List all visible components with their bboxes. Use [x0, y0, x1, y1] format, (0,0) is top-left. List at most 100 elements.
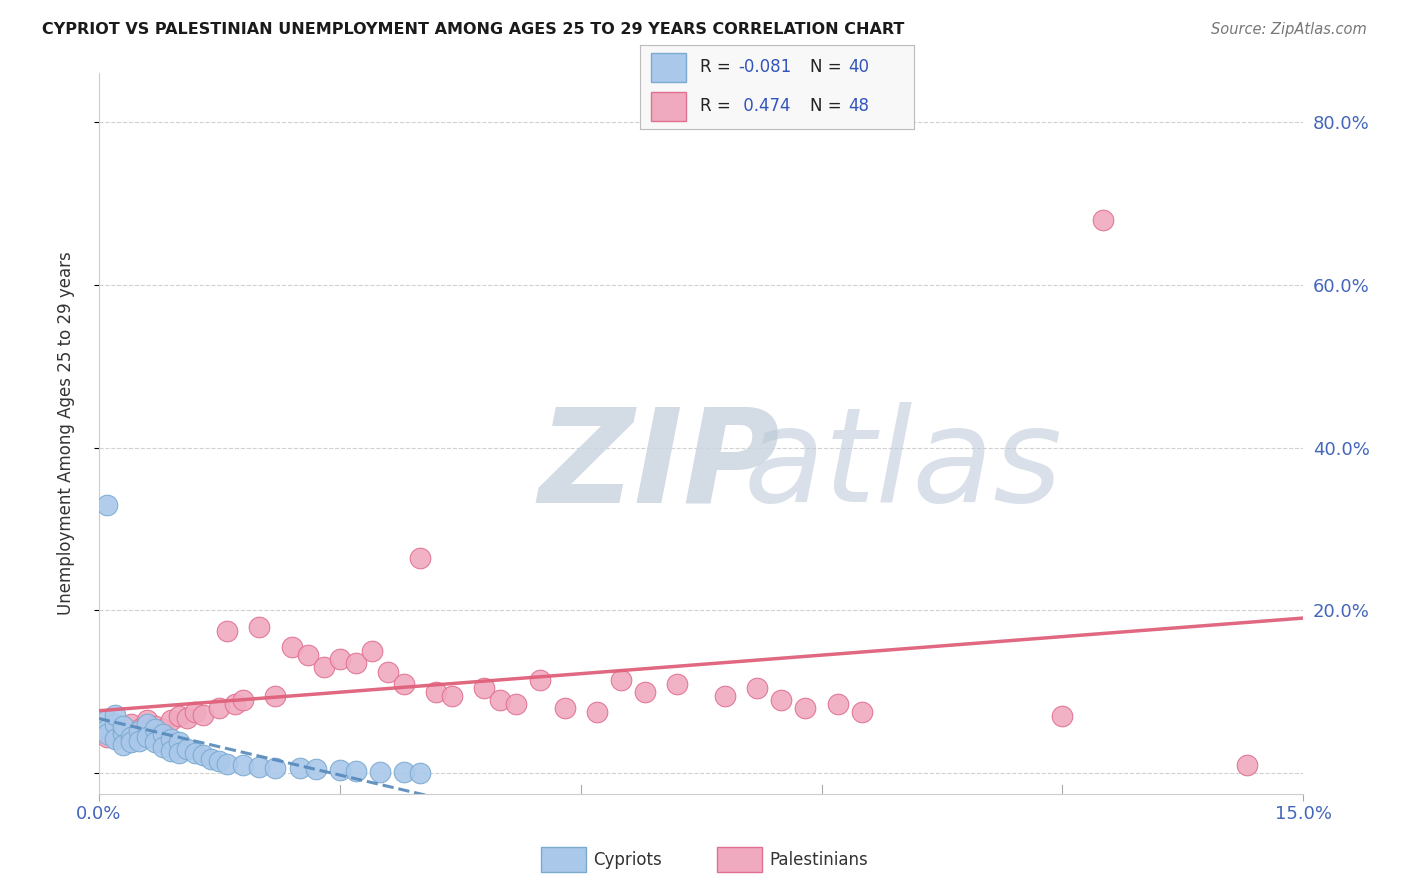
Point — [136, 717, 159, 731]
Point — [96, 498, 118, 512]
Text: R =: R = — [700, 59, 737, 77]
Point — [184, 746, 207, 760]
Point — [193, 707, 215, 722]
Point — [111, 725, 134, 739]
Text: 48: 48 — [848, 97, 869, 115]
Point — [111, 738, 134, 752]
Point — [329, 652, 352, 666]
Point — [1236, 758, 1258, 772]
Point — [152, 727, 174, 741]
Text: Cypriots: Cypriots — [593, 851, 662, 869]
Point — [184, 705, 207, 719]
Point — [136, 714, 159, 728]
Text: N =: N = — [810, 97, 846, 115]
Point — [368, 764, 391, 779]
Point — [489, 693, 512, 707]
Point — [529, 673, 551, 687]
Point — [392, 677, 415, 691]
Point — [377, 665, 399, 679]
Point — [136, 730, 159, 744]
Point — [128, 722, 150, 736]
Point — [143, 722, 166, 736]
Point — [232, 758, 254, 772]
Point — [167, 735, 190, 749]
Point — [96, 727, 118, 741]
Point — [152, 740, 174, 755]
Point — [217, 756, 239, 771]
Point — [425, 685, 447, 699]
Point — [634, 685, 657, 699]
Point — [128, 723, 150, 738]
Point — [851, 705, 873, 719]
Point — [409, 765, 432, 780]
Point — [344, 764, 367, 778]
Point — [120, 735, 142, 749]
Point — [554, 701, 576, 715]
Point — [104, 707, 127, 722]
Point — [143, 719, 166, 733]
Point — [111, 725, 134, 739]
Point — [827, 697, 849, 711]
Point — [304, 762, 326, 776]
Point — [120, 730, 142, 744]
Point — [392, 764, 415, 779]
Point — [167, 709, 190, 723]
Text: Source: ZipAtlas.com: Source: ZipAtlas.com — [1211, 22, 1367, 37]
Point — [160, 714, 183, 728]
Text: CYPRIOT VS PALESTINIAN UNEMPLOYMENT AMONG AGES 25 TO 29 YEARS CORRELATION CHART: CYPRIOT VS PALESTINIAN UNEMPLOYMENT AMON… — [42, 22, 904, 37]
Text: 40: 40 — [848, 59, 869, 77]
Point — [770, 693, 793, 707]
Point — [104, 732, 127, 747]
Point — [160, 743, 183, 757]
Point — [224, 697, 246, 711]
Text: R =: R = — [700, 97, 737, 115]
Point — [1052, 709, 1074, 723]
Point — [128, 733, 150, 747]
Point — [472, 681, 495, 695]
Point — [288, 761, 311, 775]
Point — [360, 644, 382, 658]
Point — [264, 689, 287, 703]
Point — [247, 760, 270, 774]
Text: Palestinians: Palestinians — [769, 851, 868, 869]
Point — [344, 657, 367, 671]
Point — [297, 648, 319, 663]
Point — [167, 746, 190, 760]
Point — [96, 722, 118, 736]
Text: N =: N = — [810, 59, 846, 77]
Point — [208, 701, 231, 715]
Point — [505, 697, 527, 711]
Point — [104, 717, 127, 731]
Text: ZIP: ZIP — [538, 402, 780, 529]
Point — [104, 722, 127, 736]
Point — [111, 719, 134, 733]
Point — [610, 673, 633, 687]
Text: 0.474: 0.474 — [738, 97, 792, 115]
Point — [312, 660, 335, 674]
Point — [200, 752, 222, 766]
Point — [329, 763, 352, 777]
Point — [585, 705, 607, 719]
Point — [152, 722, 174, 736]
Point — [280, 640, 302, 654]
Point — [1091, 212, 1114, 227]
Text: atlas: atlas — [744, 402, 1062, 529]
Point — [96, 730, 118, 744]
Point — [160, 732, 183, 747]
Point — [264, 761, 287, 775]
Point — [441, 689, 464, 703]
Point — [208, 754, 231, 768]
Point — [120, 717, 142, 731]
Point — [143, 735, 166, 749]
Point — [247, 620, 270, 634]
Bar — [651, 92, 686, 120]
Point — [232, 693, 254, 707]
Point — [409, 550, 432, 565]
Bar — [651, 54, 686, 82]
Point — [217, 624, 239, 638]
Point — [193, 748, 215, 763]
Point — [747, 681, 769, 695]
Point — [665, 677, 688, 691]
Point — [714, 689, 737, 703]
Point — [96, 714, 118, 728]
